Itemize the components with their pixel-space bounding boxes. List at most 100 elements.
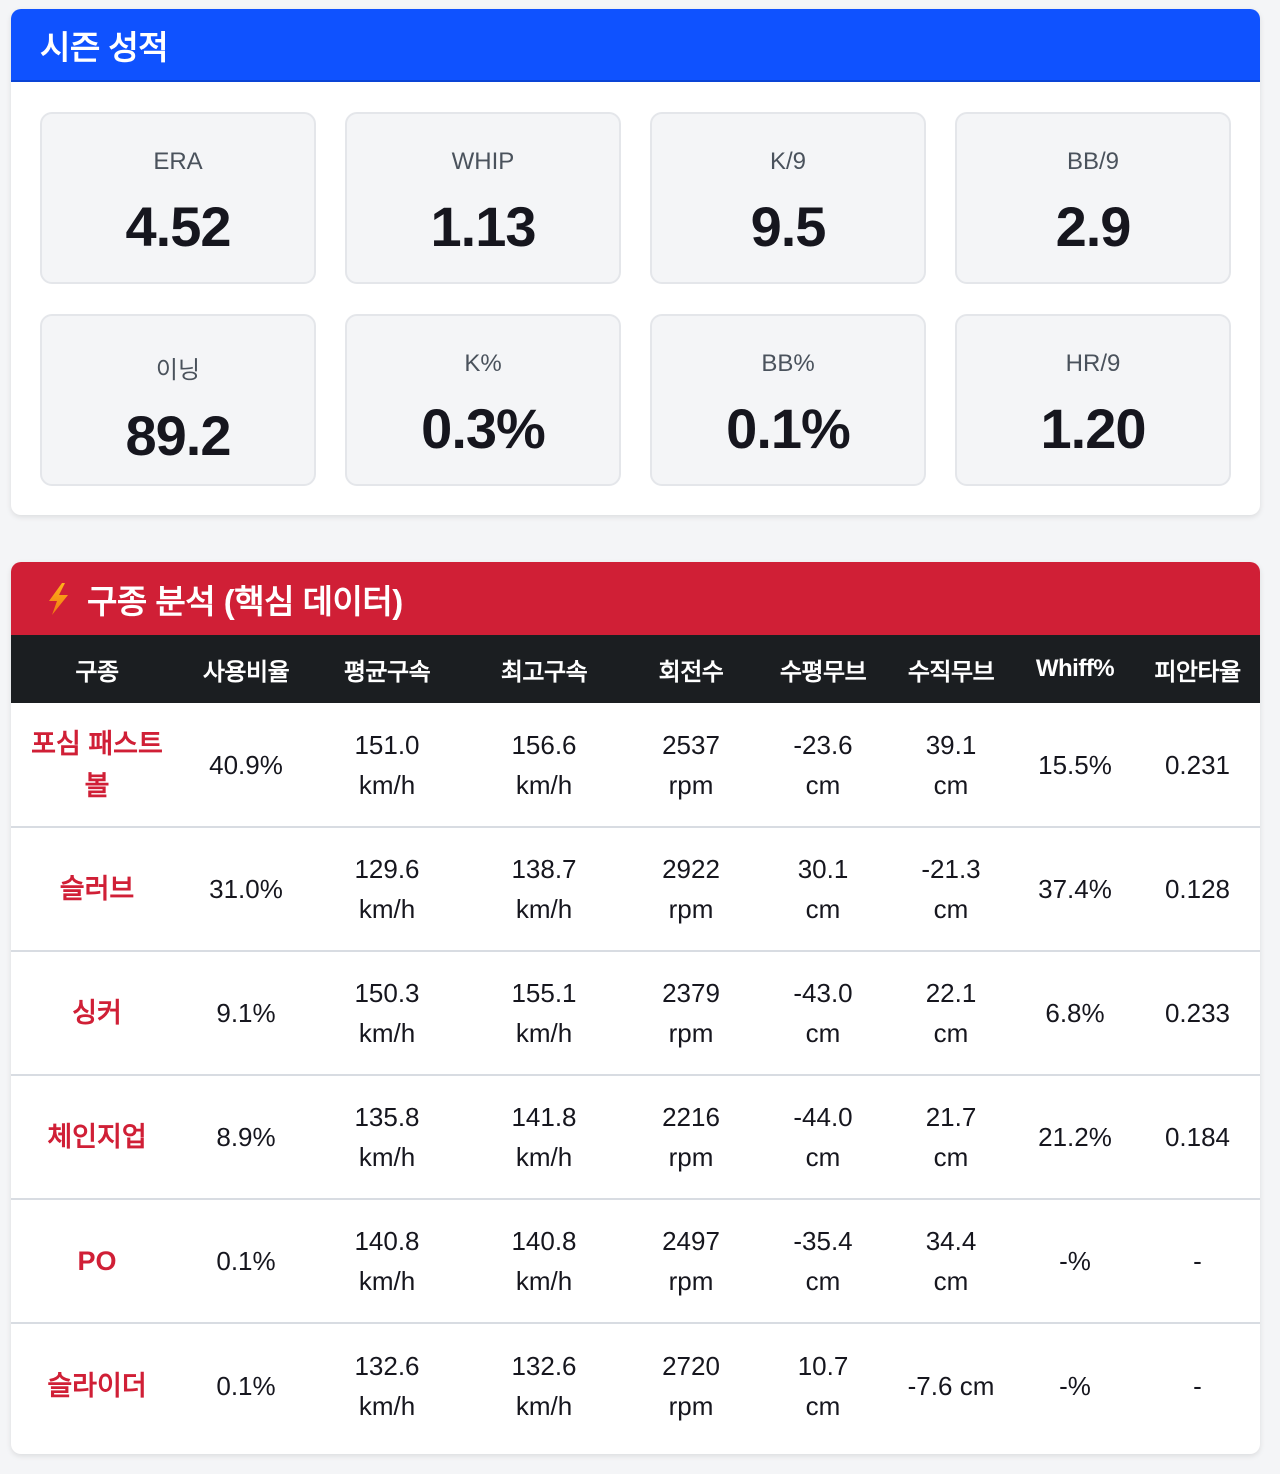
- column-header-v-break[interactable]: 수직무브: [907, 658, 995, 686]
- stat-label: HR/9: [1065, 350, 1121, 377]
- whiff-cell: -%: [1059, 1246, 1091, 1276]
- max-speed-cell: 156.6 km/h: [511, 729, 577, 800]
- usage-cell: 8.9%: [216, 1122, 276, 1152]
- season-stats-card: 시즌 성적 ERA 4.52 WHIP 1.13 K/9 9.5 BB/9 2.…: [11, 9, 1260, 515]
- stat-tile-k-pct: K% 0.3%: [345, 314, 621, 486]
- spin-cell: 2537 rpm: [662, 729, 720, 800]
- column-header-max-speed[interactable]: 최고구속: [500, 658, 588, 686]
- v-break-cell: 39.1 cm: [925, 729, 977, 800]
- max-speed-cell: 141.8 km/h: [511, 1102, 577, 1172]
- stat-value: 1.13: [430, 195, 537, 258]
- h-break-cell: -44.0 cm: [793, 1102, 853, 1172]
- baa-cell: 0.231: [1164, 749, 1231, 780]
- whiff-cell: 15.5%: [1038, 749, 1112, 780]
- h-break-cell: 10.7 cm: [797, 1350, 849, 1421]
- baa-cell: 0.184: [1164, 1122, 1231, 1152]
- table-row: 슬러브 31.0% 129.6 km/h 138.7 km/h 2922 rpm…: [11, 827, 1260, 951]
- h-break-cell: -35.4 cm: [793, 1226, 853, 1296]
- table-row: 포심 패스트볼 40.9% 151.0 km/h 156.6 km/h 2537…: [11, 703, 1260, 827]
- spin-cell: 2497 rpm: [662, 1226, 720, 1296]
- stat-label: K/9: [769, 148, 807, 175]
- table-row: 싱커 9.1% 150.3 km/h 155.1 km/h 2379 rpm -…: [11, 951, 1260, 1075]
- table-row: PO 0.1% 140.8 km/h 140.8 km/h 2497 rpm -…: [11, 1199, 1260, 1323]
- table-row: 슬라이더 0.1% 132.6 km/h 132.6 km/h 2720 rpm…: [11, 1323, 1260, 1447]
- usage-cell: 31.0%: [209, 874, 283, 904]
- spin-cell: 2720 rpm: [662, 1350, 720, 1421]
- stat-tile-innings: 이닝 89.2: [40, 314, 316, 486]
- max-speed-cell: 132.6 km/h: [511, 1350, 577, 1421]
- stat-tile-era: ERA 4.52: [40, 112, 316, 284]
- stat-tile-bb9: BB/9 2.9: [955, 112, 1231, 284]
- stat-tile-whip: WHIP 1.13: [345, 112, 621, 284]
- stat-tile-bb-pct: BB% 0.1%: [650, 314, 926, 486]
- usage-cell: 9.1%: [216, 998, 276, 1028]
- pitch-name: 포심 패스트볼: [31, 728, 163, 801]
- v-break-cell: 34.4 cm: [925, 1226, 977, 1296]
- pitch-name: 체인지업: [47, 1122, 147, 1152]
- v-break-cell: 21.7 cm: [925, 1102, 977, 1172]
- stat-value: 1.20: [1040, 397, 1147, 460]
- stat-value: 89.2: [125, 404, 232, 467]
- stat-label: 이닝: [155, 357, 201, 384]
- season-stats-header: 시즌 성적: [11, 9, 1260, 82]
- stat-tile-k9: K/9 9.5: [650, 112, 926, 284]
- season-stats-title: 시즌 성적: [40, 28, 169, 66]
- table-row: 체인지업 8.9% 135.8 km/h 141.8 km/h 2216 rpm…: [11, 1075, 1260, 1199]
- avg-speed-cell: 135.8 km/h: [354, 1102, 420, 1172]
- spin-cell: 2379 rpm: [662, 978, 720, 1048]
- max-speed-cell: 155.1 km/h: [511, 978, 577, 1048]
- stat-label: K%: [464, 350, 502, 377]
- avg-speed-cell: 129.6 km/h: [354, 854, 420, 924]
- pitch-name: 슬러브: [59, 874, 135, 904]
- spin-cell: 2216 rpm: [662, 1102, 720, 1172]
- stat-value: 2.9: [1055, 195, 1132, 258]
- column-header-usage[interactable]: 사용비율: [202, 658, 290, 686]
- stat-label: WHIP: [451, 148, 515, 175]
- stat-label: ERA: [153, 148, 203, 175]
- column-header-spin[interactable]: 회전수: [658, 658, 724, 686]
- pitch-analysis-title: 구종 분석 (핵심 데이터): [87, 582, 403, 620]
- column-header-baa[interactable]: 피안타율: [1154, 658, 1241, 686]
- whiff-cell: 21.2%: [1038, 1122, 1112, 1152]
- stat-label: BB%: [761, 350, 815, 377]
- v-break-cell: -7.6 cm: [907, 1370, 995, 1401]
- baa-cell: -: [1193, 1370, 1202, 1401]
- usage-cell: 0.1%: [216, 1370, 276, 1401]
- column-header-h-break[interactable]: 수평무브: [779, 658, 867, 686]
- stat-value: 9.5: [750, 195, 827, 258]
- avg-speed-cell: 140.8 km/h: [354, 1226, 420, 1296]
- pitch-name: PO: [77, 1246, 117, 1276]
- h-break-cell: -23.6 cm: [793, 729, 853, 800]
- h-break-cell: -43.0 cm: [793, 978, 853, 1048]
- baa-cell: 0.233: [1164, 998, 1231, 1028]
- column-header-pitch[interactable]: 구종: [75, 658, 119, 686]
- usage-cell: 40.9%: [209, 749, 283, 780]
- avg-speed-cell: 150.3 km/h: [354, 978, 420, 1048]
- lightning-icon: [43, 582, 73, 616]
- avg-speed-cell: 151.0 km/h: [354, 729, 420, 800]
- stat-value: 4.52: [125, 195, 232, 258]
- baa-cell: 0.128: [1164, 874, 1231, 904]
- column-header-avg-speed[interactable]: 평균구속: [343, 658, 431, 686]
- pitch-table-header-row: 구종 사용비율 평균구속 최고구속 회전수 수평무브 수직무브 Whiff% 피…: [11, 635, 1260, 703]
- stat-value: 0.3%: [421, 397, 546, 460]
- avg-speed-cell: 132.6 km/h: [354, 1350, 420, 1421]
- stat-value: 0.1%: [726, 397, 851, 460]
- max-speed-cell: 138.7 km/h: [511, 854, 577, 924]
- stat-label: BB/9: [1066, 148, 1120, 175]
- whiff-cell: 6.8%: [1045, 998, 1105, 1028]
- pitch-name: 슬라이더: [47, 1370, 147, 1401]
- max-speed-cell: 140.8 km/h: [511, 1226, 577, 1296]
- stat-grid: ERA 4.52 WHIP 1.13 K/9 9.5 BB/9 2.9 이닝 8…: [40, 112, 1231, 486]
- stat-tile-hr9: HR/9 1.20: [955, 314, 1231, 486]
- spin-cell: 2922 rpm: [662, 854, 720, 924]
- h-break-cell: 30.1 cm: [797, 854, 849, 924]
- usage-cell: 0.1%: [216, 1246, 276, 1276]
- whiff-cell: -%: [1059, 1370, 1091, 1401]
- v-break-cell: 22.1 cm: [925, 978, 977, 1048]
- baa-cell: -: [1193, 1246, 1202, 1276]
- column-header-whiff[interactable]: Whiff%: [1035, 655, 1115, 682]
- pitch-analysis-header: 구종 분석 (핵심 데이터): [11, 562, 1260, 635]
- pitch-analysis-card: 구종 분석 (핵심 데이터) 구종 사용비율 평균구속 최고구속 회전수 수평무…: [11, 562, 1260, 1454]
- pitch-table: 구종 사용비율 평균구속 최고구속 회전수 수평무브 수직무브 Whiff% 피…: [11, 635, 1260, 1447]
